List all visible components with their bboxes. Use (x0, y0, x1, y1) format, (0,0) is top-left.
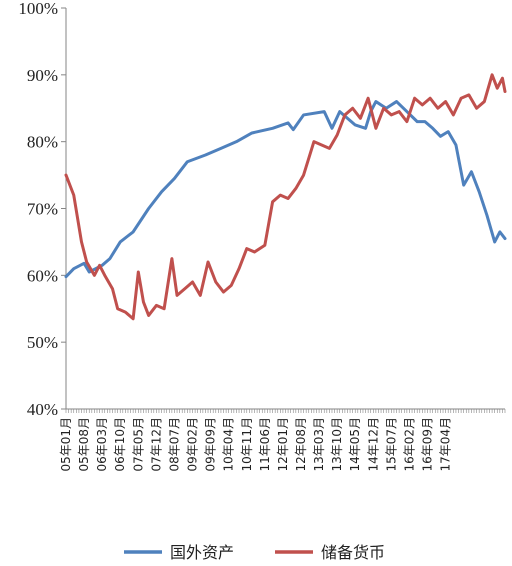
x-tick-label: 13年10月 (330, 417, 344, 472)
legend-label-1: 储备货币 (321, 543, 385, 562)
y-tick-label: 50% (27, 333, 58, 352)
x-tick-label: 12年01月 (276, 417, 290, 472)
x-tick-label: 10年04月 (222, 417, 236, 472)
x-tick-label: 05年08月 (77, 417, 91, 472)
series-line-1 (64, 73, 507, 321)
x-tick-label: 17年04月 (439, 417, 453, 472)
x-tick-label: 16年09月 (421, 417, 435, 472)
x-tick-label: 12年08月 (294, 417, 308, 472)
series-line-0 (64, 100, 507, 279)
x-axis: 05年01月 05年08月 06年03月 06年10月 07年05月 07年12月 08年0… (59, 408, 506, 472)
x-tick-label: 14年05月 (348, 417, 362, 472)
x-tick-label: 10年11月 (240, 417, 254, 472)
x-tick-label: 05年01月 (59, 417, 73, 472)
y-tick-label: 40% (27, 400, 58, 419)
x-tick-label: 06年03月 (95, 417, 109, 472)
x-tick-label: 06年10月 (113, 417, 127, 472)
x-tick-label: 09年02月 (186, 417, 200, 472)
series-lines (64, 73, 507, 321)
y-tick-label: 80% (27, 133, 58, 152)
legend-label-0: 国外资产 (170, 543, 234, 562)
x-tick-label: 14年12月 (366, 417, 380, 472)
x-tick-label: 16年02月 (402, 417, 416, 472)
x-tick-label: 08年07月 (167, 417, 181, 472)
x-tick-label: 15年07月 (384, 417, 398, 472)
y-axis: 40% 50% 60% 70% 80% 90% 100% (18, 0, 67, 419)
legend: 国外资产 储备货币 (124, 543, 385, 562)
y-tick-label: 100% (18, 0, 58, 18)
x-tick-label: 07年05月 (131, 417, 145, 472)
x-tick-label: 11年06月 (258, 417, 272, 472)
x-tick-label: 13年03月 (312, 417, 326, 472)
x-tick-label: 07年12月 (149, 417, 163, 472)
x-tick-label: 09年09月 (204, 417, 218, 472)
y-tick-label: 90% (27, 66, 58, 85)
y-tick-label: 60% (27, 266, 58, 285)
y-tick-label: 70% (27, 200, 58, 219)
